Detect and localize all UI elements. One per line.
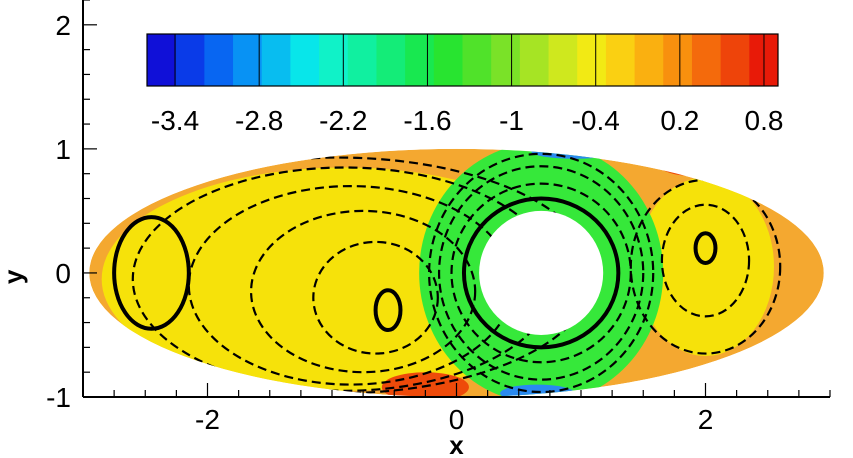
colorbar-swatch [491, 34, 521, 86]
colorbar-swatch [319, 34, 349, 86]
colorbar-swatch [261, 34, 291, 86]
y-tick-label: 2 [55, 10, 71, 41]
colorbar-tick-label: 0.8 [745, 105, 784, 136]
streamline [450, 182, 632, 364]
x-tick-label: -2 [195, 404, 220, 435]
cylinder-hole [479, 210, 604, 335]
colorbar-swatch [605, 34, 636, 86]
colorbar-swatch [663, 34, 693, 86]
colorbar-swatch [462, 34, 492, 86]
x-tick-label: 2 [698, 404, 714, 435]
colorbar-tick-label: -0.4 [572, 105, 620, 136]
colorbar-tick-label: -3.4 [151, 105, 199, 136]
colorbar-tick-label: -1 [499, 105, 524, 136]
streamline [373, 288, 403, 333]
colorbar-swatch [347, 34, 377, 86]
axes: -2 0 2 -1 0 1 2 [46, 0, 831, 435]
colorbar-swatch [720, 34, 750, 86]
colorbar-swatch [405, 34, 435, 86]
region-high-right [655, 148, 731, 177]
colorbar-swatch [376, 34, 406, 86]
colorbar: -3.4 -2.8 -2.2 -1.6 -1 -0.4 0.2 0.8 [146, 33, 784, 136]
colorbar-swatch [519, 34, 550, 86]
colorbar-tick-label: -2.8 [235, 105, 283, 136]
streamline [249, 209, 477, 374]
region-low-top [531, 148, 619, 159]
y-tick-label: 0 [55, 258, 71, 289]
streamline [660, 203, 751, 318]
colorbar-swatch [233, 34, 263, 86]
streamline [437, 165, 645, 381]
colorbar-frame [146, 33, 779, 87]
colorbar-swatch [204, 34, 234, 86]
colorbar-swatch [433, 34, 463, 86]
region-right-interior [637, 177, 774, 357]
colorbar-swatch [548, 34, 578, 86]
colorbar-tick-label: -1.6 [403, 105, 451, 136]
y-tick-label: -1 [46, 382, 71, 413]
streamline [112, 215, 191, 331]
streamline [693, 231, 718, 266]
y-tick-label: 1 [55, 134, 71, 165]
streamline [312, 240, 439, 355]
colorbar-swatch [175, 34, 205, 86]
contour-field [89, 148, 824, 397]
colorbar-swatch [577, 34, 607, 86]
colorbar-swatch [290, 34, 320, 86]
y-axis-title: y [0, 269, 28, 284]
colorbar-swatch [634, 34, 664, 86]
x-tick-label: 0 [449, 404, 465, 435]
colorbar-swatch [147, 34, 177, 86]
colorbar-swatch [691, 34, 722, 86]
x-axis-title: x [449, 430, 464, 458]
colorbar-tick-label: 0.2 [660, 105, 699, 136]
streamline [461, 196, 621, 350]
streamline [428, 152, 655, 394]
colorbar-tick-label: -2.2 [319, 105, 367, 136]
